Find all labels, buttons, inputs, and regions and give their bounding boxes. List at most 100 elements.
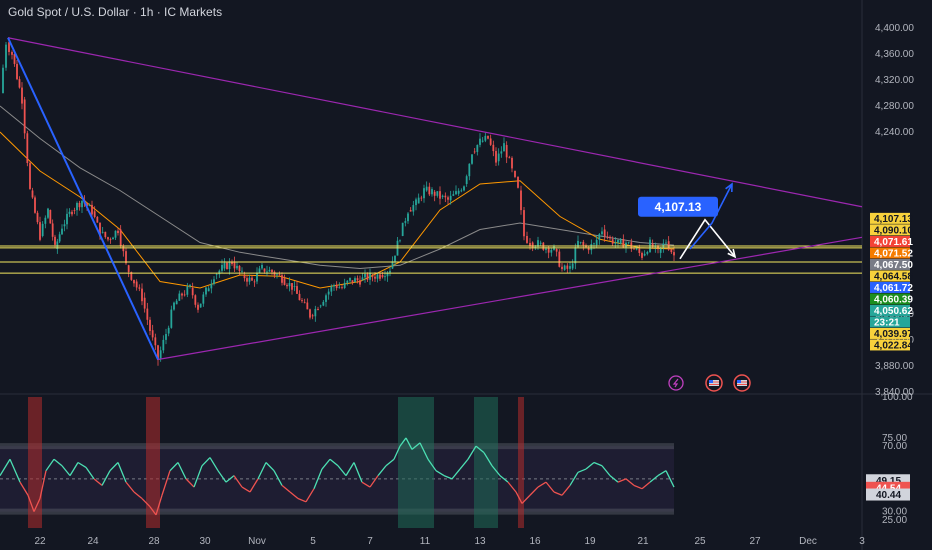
price-badge-label: 23:21 — [874, 317, 900, 328]
candle-body — [330, 286, 333, 292]
rsi-segment — [451, 468, 461, 480]
candle-body — [673, 252, 675, 256]
candle-body — [511, 157, 513, 169]
rsi-segment — [617, 478, 627, 483]
candle-body — [125, 251, 127, 264]
candle-body — [606, 236, 609, 238]
rsi-segment — [53, 458, 63, 467]
candle-body — [157, 345, 159, 361]
candle-body — [221, 264, 223, 271]
candle-body — [278, 274, 281, 276]
rsi-segment — [297, 497, 307, 503]
candle-body — [183, 294, 186, 296]
rsi-segment — [321, 458, 331, 470]
price-badge — [870, 235, 910, 247]
candle-body — [338, 287, 341, 289]
candle-body — [5, 44, 7, 68]
candle-body — [243, 275, 246, 279]
candle-body — [210, 283, 213, 289]
candle-body — [135, 281, 138, 288]
price-tick-label: 4,240.00 — [875, 127, 914, 138]
candle-body — [662, 243, 665, 248]
candle-body — [165, 334, 167, 340]
candle-body — [529, 242, 531, 246]
rsi-shaded-band — [518, 397, 524, 528]
rsi-tick-label: 25.00 — [882, 515, 907, 526]
rsi-segment — [337, 465, 347, 477]
candle-body — [351, 280, 354, 283]
rsi-segment — [657, 470, 667, 477]
candle-body — [13, 54, 16, 64]
rsi-segment — [601, 465, 611, 477]
rsi-segment — [109, 462, 119, 472]
rsi-segment — [85, 467, 95, 480]
candle-body — [325, 295, 327, 302]
candle-body — [117, 230, 119, 234]
rsi-segment — [377, 465, 387, 477]
candle-body — [162, 339, 165, 351]
candle-body — [415, 199, 417, 206]
candle-body — [228, 261, 231, 270]
price-tick-label: 4,320.00 — [875, 75, 914, 86]
rsi-panel — [0, 397, 675, 528]
candle-body — [286, 284, 288, 287]
candle-body — [223, 262, 226, 269]
candle-body — [481, 140, 484, 142]
rsi-segment — [609, 475, 619, 483]
candle-body — [205, 287, 207, 295]
rsi-segment — [241, 486, 251, 493]
event-icons[interactable] — [668, 374, 751, 392]
candle-body — [611, 239, 614, 244]
candle-body — [41, 223, 44, 236]
projection-arrow-blue — [689, 183, 733, 250]
rsi-segment — [641, 481, 651, 490]
candle-body — [143, 297, 146, 309]
drawing-overlays: 4,107.13 — [0, 37, 863, 361]
triangle-lower-line — [157, 236, 863, 361]
candle-body — [545, 248, 547, 250]
rsi-segment — [521, 494, 531, 504]
candle-body — [369, 272, 371, 280]
candle-body — [141, 288, 143, 302]
candle-body — [508, 157, 511, 159]
candle-body — [112, 237, 114, 240]
candle-body — [407, 213, 409, 222]
rsi-segment — [483, 452, 493, 467]
candle-body — [558, 251, 561, 267]
flag-canton — [737, 380, 741, 383]
candle-body — [66, 213, 68, 225]
candle-body — [550, 249, 553, 253]
candle-body — [651, 243, 654, 248]
candle-body — [425, 186, 428, 191]
lightning-icon — [668, 375, 684, 391]
candle-body — [93, 211, 96, 217]
candle-body — [319, 305, 322, 307]
rsi-segment — [507, 481, 517, 493]
candle-body — [534, 246, 537, 248]
rsi-segment — [545, 481, 555, 493]
rsi-segment — [419, 442, 429, 460]
candle-body — [54, 236, 56, 245]
candle-body — [601, 231, 603, 235]
candle-body — [16, 63, 18, 80]
candle-body — [76, 202, 78, 211]
candle-body — [423, 188, 425, 199]
candle-body — [175, 300, 178, 305]
candle-body — [159, 350, 162, 360]
rsi-segment — [427, 458, 437, 472]
candle-body — [386, 272, 389, 277]
candle-body — [391, 261, 394, 269]
candle-body — [101, 231, 104, 233]
candle-body — [317, 308, 319, 310]
candle-body — [173, 302, 175, 310]
rsi-segment — [209, 457, 219, 472]
candle-body — [99, 222, 101, 237]
candle-body — [276, 274, 278, 276]
rsi-value-label: 49.15 — [876, 476, 901, 487]
time-tick-label: 28 — [148, 536, 160, 547]
rsi-segment — [313, 468, 323, 489]
candle-body — [497, 153, 500, 162]
candle-body — [428, 186, 431, 195]
rsi-segment — [491, 465, 501, 477]
